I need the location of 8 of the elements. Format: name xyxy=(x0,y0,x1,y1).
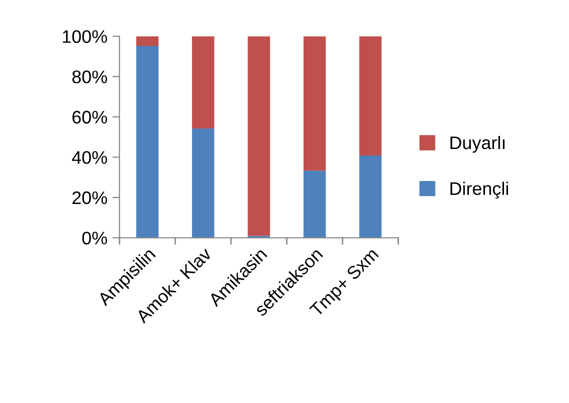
y-tick-label: 0% xyxy=(82,232,108,244)
y-tick-label: 100% xyxy=(62,30,108,43)
legend-label: Duyarlı xyxy=(450,136,504,153)
y-tick-label: 40% xyxy=(72,151,108,164)
y-tick-label: 20% xyxy=(72,191,108,204)
y-tick-label: 80% xyxy=(72,70,108,84)
y-tick-label: 60% xyxy=(72,110,108,124)
legend-label: Dirençli xyxy=(450,182,508,199)
